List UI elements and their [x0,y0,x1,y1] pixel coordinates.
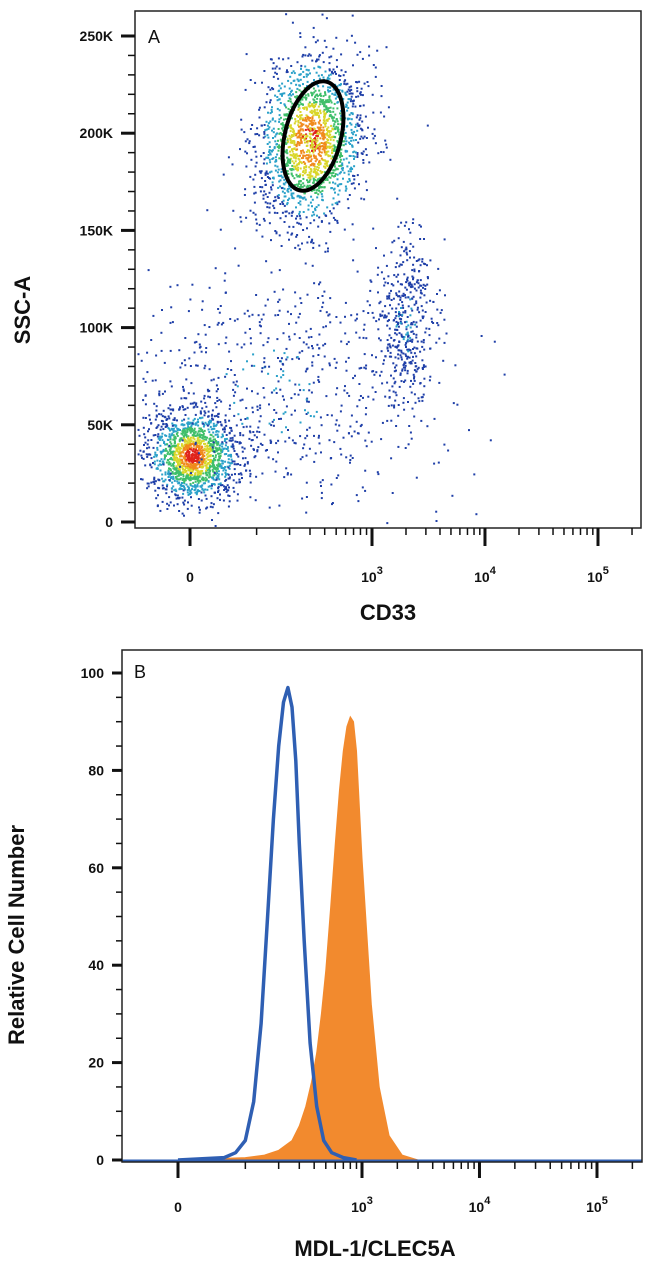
y-tick-label: 200K [80,125,113,141]
panel-b-x-axis: 0 103 104 105 [174,1162,634,1215]
panel-a-scatter-plot: 0 50K 100K 150K 200K 250K 0 103 104 105 A CD33 S… [10,10,642,625]
panel-a-density-points [137,13,506,527]
filled-histogram-series [177,715,419,1161]
outline-histogram-series [177,685,357,1162]
panel-b-y-axis: 0 20 40 60 80 100 [81,665,122,1168]
y-tick-label: 100K [80,320,113,336]
panel-b-series [122,685,642,1163]
x-tick-label: 103 [361,565,383,585]
panel-b-x-axis-title: MDL-1/CLEC5A [294,1236,455,1261]
panel-a-letter: A [148,27,160,47]
y-tick-label: 250K [80,28,113,44]
y-tick-label: 60 [88,860,104,876]
y-tick-label: 50K [87,417,113,433]
x-tick-label: 105 [586,1195,608,1215]
y-tick-label: 0 [96,1152,104,1168]
x-tick-label: 103 [351,1195,373,1215]
panel-b-y-axis-title: Relative Cell Number [4,825,29,1046]
panel-b-plot-frame [121,649,643,1163]
panel-a-x-axis-title: CD33 [360,600,416,625]
x-tick-label: 0 [174,1199,182,1215]
y-tick-label: 20 [88,1055,104,1071]
y-tick-label: 100 [81,665,105,681]
panel-a-x-axis: 0 103 104 105 [186,528,633,585]
panel-b-histogram: 0 20 40 60 80 100 0 103 104 105 B MDL-1/CLEC5A R… [4,649,643,1261]
gate-ellipse[interactable] [272,75,353,197]
x-tick-label: 104 [469,1195,492,1215]
panel-b-letter: B [134,662,146,682]
x-tick-label: 104 [474,565,497,585]
x-tick-label: 105 [587,565,609,585]
x-tick-label: 0 [186,569,194,585]
panel-a-y-axis-title: SSC-A [10,276,35,345]
y-tick-label: 150K [80,222,113,238]
y-tick-label: 40 [88,957,104,973]
y-tick-label: 80 [88,762,104,778]
panel-a-y-axis: 0 50K 100K 150K 200K 250K [80,28,135,530]
y-tick-label: 0 [105,514,113,530]
